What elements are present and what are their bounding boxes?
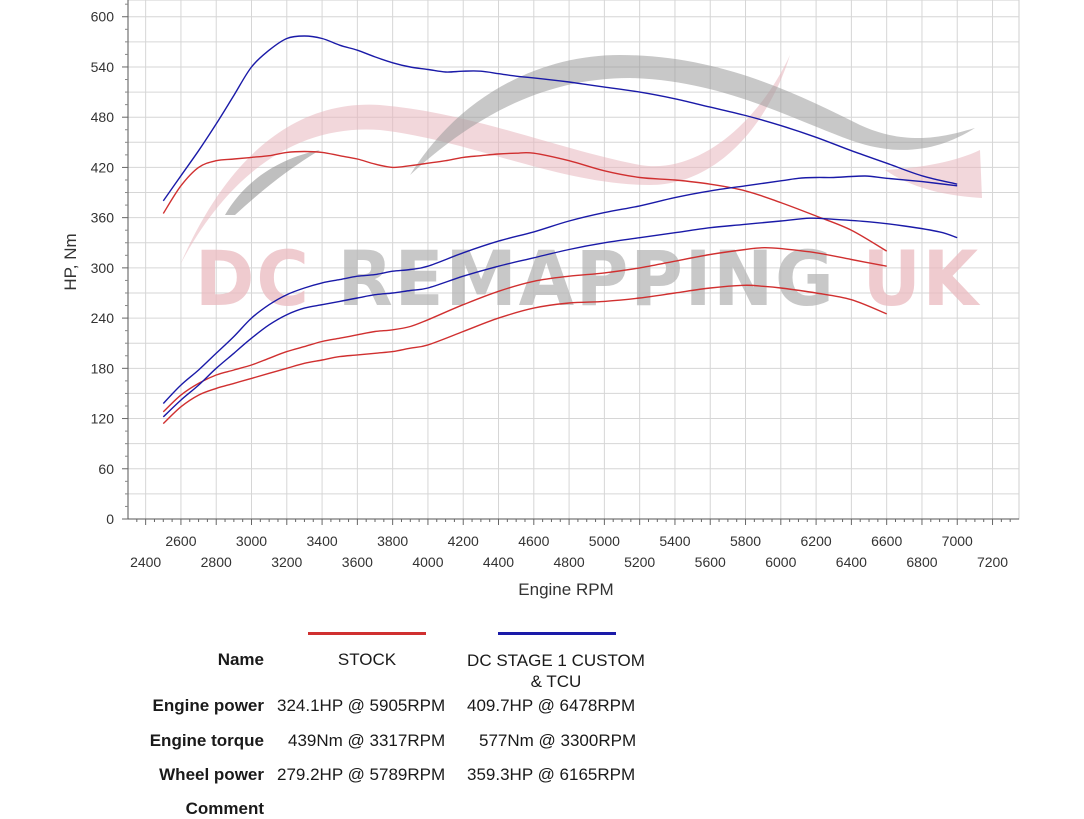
x-axis-title: Engine RPM xyxy=(518,580,613,599)
row-stock-engine-torque: 439Nm @ 3317RPM xyxy=(288,731,446,750)
watermark-swoosh-red-tail xyxy=(885,150,982,198)
x-tick-label-upper: 4200 xyxy=(448,533,479,549)
grid xyxy=(127,0,1020,520)
y-tick-label: 60 xyxy=(98,461,114,477)
row-stock-wheel-power: 279.2HP @ 5789RPM xyxy=(277,765,446,784)
series-line-stock-engine-power xyxy=(162,246,887,413)
x-tick-label-lower: 3600 xyxy=(342,554,373,570)
row-label-wheel-power: Wheel power xyxy=(159,765,264,784)
row-stage1-engine-power: 409.7HP @ 6478RPM xyxy=(467,696,636,715)
legend-swatch-stage1 xyxy=(498,632,616,635)
watermark-text: DC REMAPPING UK xyxy=(195,234,981,323)
y-tick-label: 360 xyxy=(91,210,115,226)
x-tick-label-lower: 5200 xyxy=(624,554,655,570)
x-tick-label-upper: 4600 xyxy=(518,533,549,549)
row-label-comment: Comment xyxy=(185,799,264,818)
y-tick-label: 300 xyxy=(91,260,115,276)
row-stock-engine-power: 324.1HP @ 5905RPM xyxy=(277,696,446,715)
watermark-swoosh-grey xyxy=(410,55,975,175)
x-tick-label-upper: 5000 xyxy=(589,533,620,549)
x-tick-label-lower: 4800 xyxy=(554,554,585,570)
watermark-swoosh-grey-small xyxy=(225,150,320,215)
row-stage1-engine-torque: 577Nm @ 3300RPM xyxy=(479,731,637,750)
header-name: Name xyxy=(217,650,264,669)
x-tick-label-upper: 3800 xyxy=(377,533,408,549)
series-line-stage1-wheel-power xyxy=(162,217,958,418)
header-stage1: DC STAGE 1 CUSTOM & TCU xyxy=(456,650,656,692)
legend-swatch-stock xyxy=(308,632,426,635)
y-tick-label: 180 xyxy=(91,360,115,376)
x-tick-label-lower: 5600 xyxy=(695,554,726,570)
y-tick-label: 0 xyxy=(106,511,114,527)
x-tick-label-upper: 6600 xyxy=(871,533,902,549)
series-group xyxy=(162,35,958,425)
x-tick-label-lower: 6400 xyxy=(836,554,867,570)
x-tick-label-lower: 4400 xyxy=(483,554,514,570)
x-tick-label-upper: 2600 xyxy=(165,533,196,549)
x-tick-label-lower: 6800 xyxy=(906,554,937,570)
y-axis-title: HP, Nm xyxy=(61,233,80,290)
header-stage1-line1: DC STAGE 1 CUSTOM xyxy=(467,651,645,670)
series-line-stock-wheel-power xyxy=(162,284,887,425)
x-tick-label-upper: 6200 xyxy=(801,533,832,549)
series-line-stage1-torque xyxy=(162,35,958,202)
dyno-chart: DC REMAPPING UK 0 60 120 180 240 300 360 420 480… xyxy=(61,0,1020,599)
x-tick-label-upper: 3400 xyxy=(307,533,338,549)
plot-area xyxy=(127,0,1020,520)
row-label-engine-torque: Engine torque xyxy=(149,731,264,750)
x-tick-label-lower: 2400 xyxy=(130,554,161,570)
x-tick-label-lower: 3200 xyxy=(271,554,302,570)
x-tick-label-upper: 3000 xyxy=(236,533,267,549)
series-line-stage1-engine-power xyxy=(162,175,958,404)
y-tick-label: 240 xyxy=(91,310,115,326)
x-tick-label-upper: 5400 xyxy=(659,533,690,549)
x-tick-label-upper: 5800 xyxy=(730,533,761,549)
row-stage1-wheel-power: 359.3HP @ 6165RPM xyxy=(467,765,636,784)
y-tick-label: 120 xyxy=(91,411,115,427)
x-tick-label-lower: 6000 xyxy=(765,554,796,570)
header-stock: STOCK xyxy=(337,650,397,669)
row-label-engine-power: Engine power xyxy=(152,696,264,715)
series-line-stock-torque xyxy=(162,150,888,252)
x-tick-label-lower: 2800 xyxy=(201,554,232,570)
x-tick-label-lower: 7200 xyxy=(977,554,1008,570)
y-tick-label: 480 xyxy=(91,109,115,125)
y-tick-label: 600 xyxy=(91,9,115,25)
x-tick-label-lower: 4000 xyxy=(412,554,443,570)
watermark: DC REMAPPING UK xyxy=(180,55,982,323)
y-tick-label: 420 xyxy=(91,159,115,175)
x-tick-label-upper: 7000 xyxy=(942,533,973,549)
header-stage1-line2: & TCU xyxy=(530,672,582,691)
axes: 0 60 120 180 240 300 360 420 480 540 600 2600 3000 34… xyxy=(91,0,1019,570)
y-tick-label: 540 xyxy=(91,59,115,75)
